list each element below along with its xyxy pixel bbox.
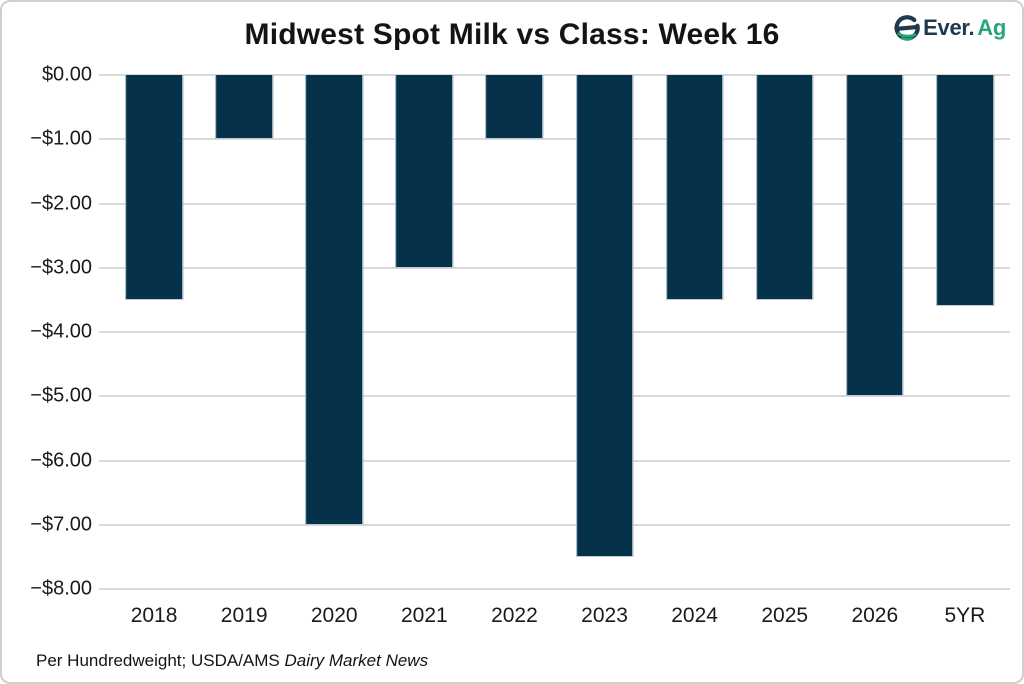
y-tick-label: −$6.00 — [30, 449, 92, 471]
footnote-prefix: Per Hundredweight; USDA/AMS — [36, 651, 285, 670]
x-tick-label-2019: 2019 — [220, 604, 268, 627]
x-axis: 2018 2019 2020 2021 2022 2023 2024 2025 2026 5YR — [109, 604, 1010, 628]
bar-cell-2020 — [289, 75, 379, 589]
footnote-publication: Dairy Market News — [284, 651, 429, 670]
bar-2018 — [125, 75, 183, 300]
y-tick-label: −$7.00 — [30, 513, 92, 536]
bar-cell-2021 — [379, 75, 469, 589]
gridline — [99, 588, 1010, 590]
bar-2021 — [395, 75, 454, 268]
gridline — [99, 459, 1010, 462]
y-tick-label: −$4.00 — [30, 320, 92, 343]
bar-cell-2026 — [830, 75, 920, 589]
bar-cell-2024 — [650, 75, 740, 589]
y-tick-label: −$5.00 — [30, 384, 92, 407]
x-tick-label-2021: 2021 — [400, 604, 448, 627]
y-tick-label: $0.00 — [41, 63, 92, 86]
gridline — [99, 74, 1010, 76]
bar-2019 — [215, 75, 273, 140]
x-tick-label-5YR: 5YR — [944, 604, 986, 627]
x-tick-label-2026: 2026 — [851, 604, 899, 627]
bar-5YR — [936, 75, 994, 307]
bar-cell-2022 — [469, 75, 559, 589]
y-tick-label: −$1.00 — [30, 127, 92, 150]
x-tick-label-2025: 2025 — [761, 604, 809, 627]
bar-2026 — [845, 75, 904, 397]
logo-text-primary: Ever. — [923, 14, 975, 40]
y-tick-label: −$3.00 — [30, 256, 92, 279]
bar-cell-2025 — [740, 75, 830, 589]
bar-cell-2019 — [199, 75, 289, 589]
bar-2020 — [305, 75, 364, 525]
bar-2025 — [755, 75, 814, 300]
x-tick-label-2022: 2022 — [491, 604, 538, 627]
source-footnote: Per Hundredweight; USDA/AMS Dairy Market… — [36, 651, 428, 671]
chart-title: Midwest Spot Milk vs Class: Week 16 — [244, 18, 780, 51]
plot-area — [99, 74, 1010, 590]
ever-ag-logo: Ever. Ag — [893, 14, 1006, 41]
y-tick-label: −$2.00 — [30, 192, 92, 214]
gridline — [99, 138, 1010, 141]
bar-cell-2018 — [109, 75, 199, 589]
bar-cell-5YR — [920, 75, 1010, 589]
bar-cell-2023 — [559, 75, 649, 589]
gridline — [99, 395, 1010, 398]
y-axis: $0.00 −$1.00 −$2.00 −$3.00 −$4.00 −$5.00 −$6.0… — [2, 64, 92, 600]
gridline — [99, 331, 1010, 333]
gridline — [99, 266, 1010, 269]
y-tick-label: −$8.00 — [30, 577, 92, 600]
bar-2023 — [575, 75, 634, 557]
x-tick-label-2018: 2018 — [130, 604, 178, 627]
x-tick-label-2024: 2024 — [671, 604, 718, 627]
x-tick-label-2020: 2020 — [310, 604, 358, 627]
logo-text-secondary: Ag — [977, 14, 1006, 40]
bar-2024 — [665, 75, 724, 300]
bar-2022 — [485, 75, 544, 140]
bar-series — [109, 75, 1010, 589]
x-tick-label-2023: 2023 — [581, 604, 628, 627]
gridline — [99, 202, 1010, 205]
ever-ag-logo-icon — [893, 14, 920, 41]
gridline — [99, 523, 1010, 526]
